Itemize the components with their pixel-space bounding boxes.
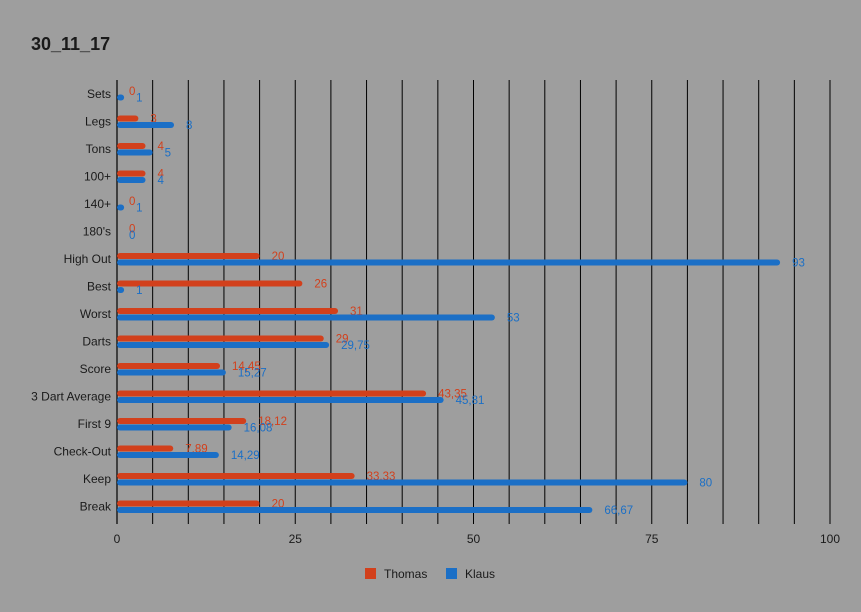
data-label-klaus: 29,75 (341, 340, 370, 352)
data-label-thomas: 26 (314, 279, 327, 291)
bar-klaus (117, 424, 232, 431)
bar-klaus (117, 149, 153, 156)
bar-thomas (117, 280, 303, 287)
x-tick-label: 100 (820, 532, 840, 546)
category-label: 3 Dart Average (31, 390, 111, 404)
bar-thomas (117, 445, 174, 452)
bar-thomas (117, 143, 146, 149)
category-label: Best (87, 280, 112, 294)
data-label-thomas: 4 (158, 169, 165, 181)
bar-thomas (117, 390, 427, 397)
bars: 013845440100209326131532929,7514,4515,27… (117, 86, 805, 517)
data-label-thomas: 14,45 (232, 361, 261, 373)
legend-swatch-klaus[interactable] (446, 568, 457, 579)
data-label-klaus: 66,67 (604, 505, 633, 517)
bar-klaus (117, 287, 125, 293)
bar-thomas (117, 418, 247, 424)
category-label: Worst (80, 307, 112, 321)
category-label: 140+ (84, 197, 111, 211)
category-label: Check-Out (54, 445, 112, 459)
bar-klaus (117, 342, 330, 348)
data-label-klaus: 80 (699, 478, 712, 490)
category-label: Keep (83, 472, 111, 486)
data-label-klaus: 0 (129, 230, 135, 242)
x-tick-label: 0 (114, 532, 121, 546)
category-label: Legs (85, 115, 111, 129)
category-label: Sets (87, 87, 111, 101)
legend-label-klaus[interactable]: Klaus (465, 567, 495, 581)
gridlines (116, 80, 831, 524)
data-label-klaus: 1 (136, 203, 142, 215)
x-axis-ticks: 0 25 50 75 100 (114, 532, 841, 546)
data-label-klaus: 93 (792, 258, 805, 270)
data-label-thomas: 3 (150, 114, 156, 126)
data-label-klaus: 4 (158, 175, 165, 187)
data-label-klaus: 1 (136, 93, 142, 105)
category-label: 180's (83, 225, 111, 239)
data-label-thomas: 0 (129, 196, 135, 208)
bar-thomas (117, 473, 355, 479)
data-label-klaus: 14,29 (231, 450, 260, 462)
category-label: 100+ (84, 170, 111, 184)
data-label-thomas: 4 (158, 141, 165, 153)
category-label: High Out (64, 252, 112, 266)
bar-thomas (117, 363, 221, 369)
bar-thomas (117, 335, 324, 342)
category-labels: Sets Legs Tons 100+ 140+ 180's High Out Best Wor… (31, 87, 112, 514)
bar-klaus (117, 177, 146, 183)
category-label: First 9 (78, 417, 112, 431)
bar-klaus (117, 507, 593, 513)
x-tick-label: 25 (289, 532, 303, 546)
data-label-klaus: 1 (136, 285, 142, 297)
legend-label-thomas[interactable]: Thomas (384, 567, 427, 581)
bar-klaus (117, 479, 688, 486)
data-label-thomas: 0 (129, 224, 135, 236)
category-label: Score (80, 362, 112, 376)
bar-klaus (117, 122, 175, 128)
bar-klaus (117, 204, 125, 211)
category-label: Tons (86, 142, 111, 156)
bar-thomas (117, 170, 146, 177)
bar-klaus (117, 259, 781, 266)
bar-klaus (117, 369, 226, 376)
data-label-thomas: 0 (129, 86, 135, 98)
data-label-thomas: 29 (336, 334, 349, 346)
bar-klaus (117, 94, 125, 101)
data-label-klaus: 53 (507, 313, 520, 325)
x-tick-label: 75 (645, 532, 659, 546)
x-tick-label: 50 (467, 532, 481, 546)
chart-title: 30_11_17 (31, 34, 110, 54)
bar-thomas (117, 253, 260, 259)
bar-klaus (117, 314, 495, 321)
legend-swatch-thomas[interactable] (365, 568, 376, 579)
bar-thomas (117, 115, 139, 122)
bar-thomas (117, 500, 260, 507)
data-label-klaus: 5 (165, 148, 171, 160)
data-label-klaus: 8 (186, 120, 192, 132)
data-label-thomas: 18,12 (258, 416, 287, 428)
bar-klaus (117, 397, 444, 403)
bar-thomas (117, 308, 339, 314)
legend[interactable]: Thomas Klaus (365, 567, 495, 581)
category-label: Darts (82, 335, 111, 349)
bar-klaus (117, 452, 219, 458)
data-label-klaus: 16,08 (244, 423, 273, 435)
data-label-thomas: 43,35 (438, 389, 467, 401)
data-label-klaus: 15,27 (238, 368, 267, 380)
data-label-klaus: 45,81 (456, 395, 485, 407)
category-label: Break (80, 500, 112, 514)
